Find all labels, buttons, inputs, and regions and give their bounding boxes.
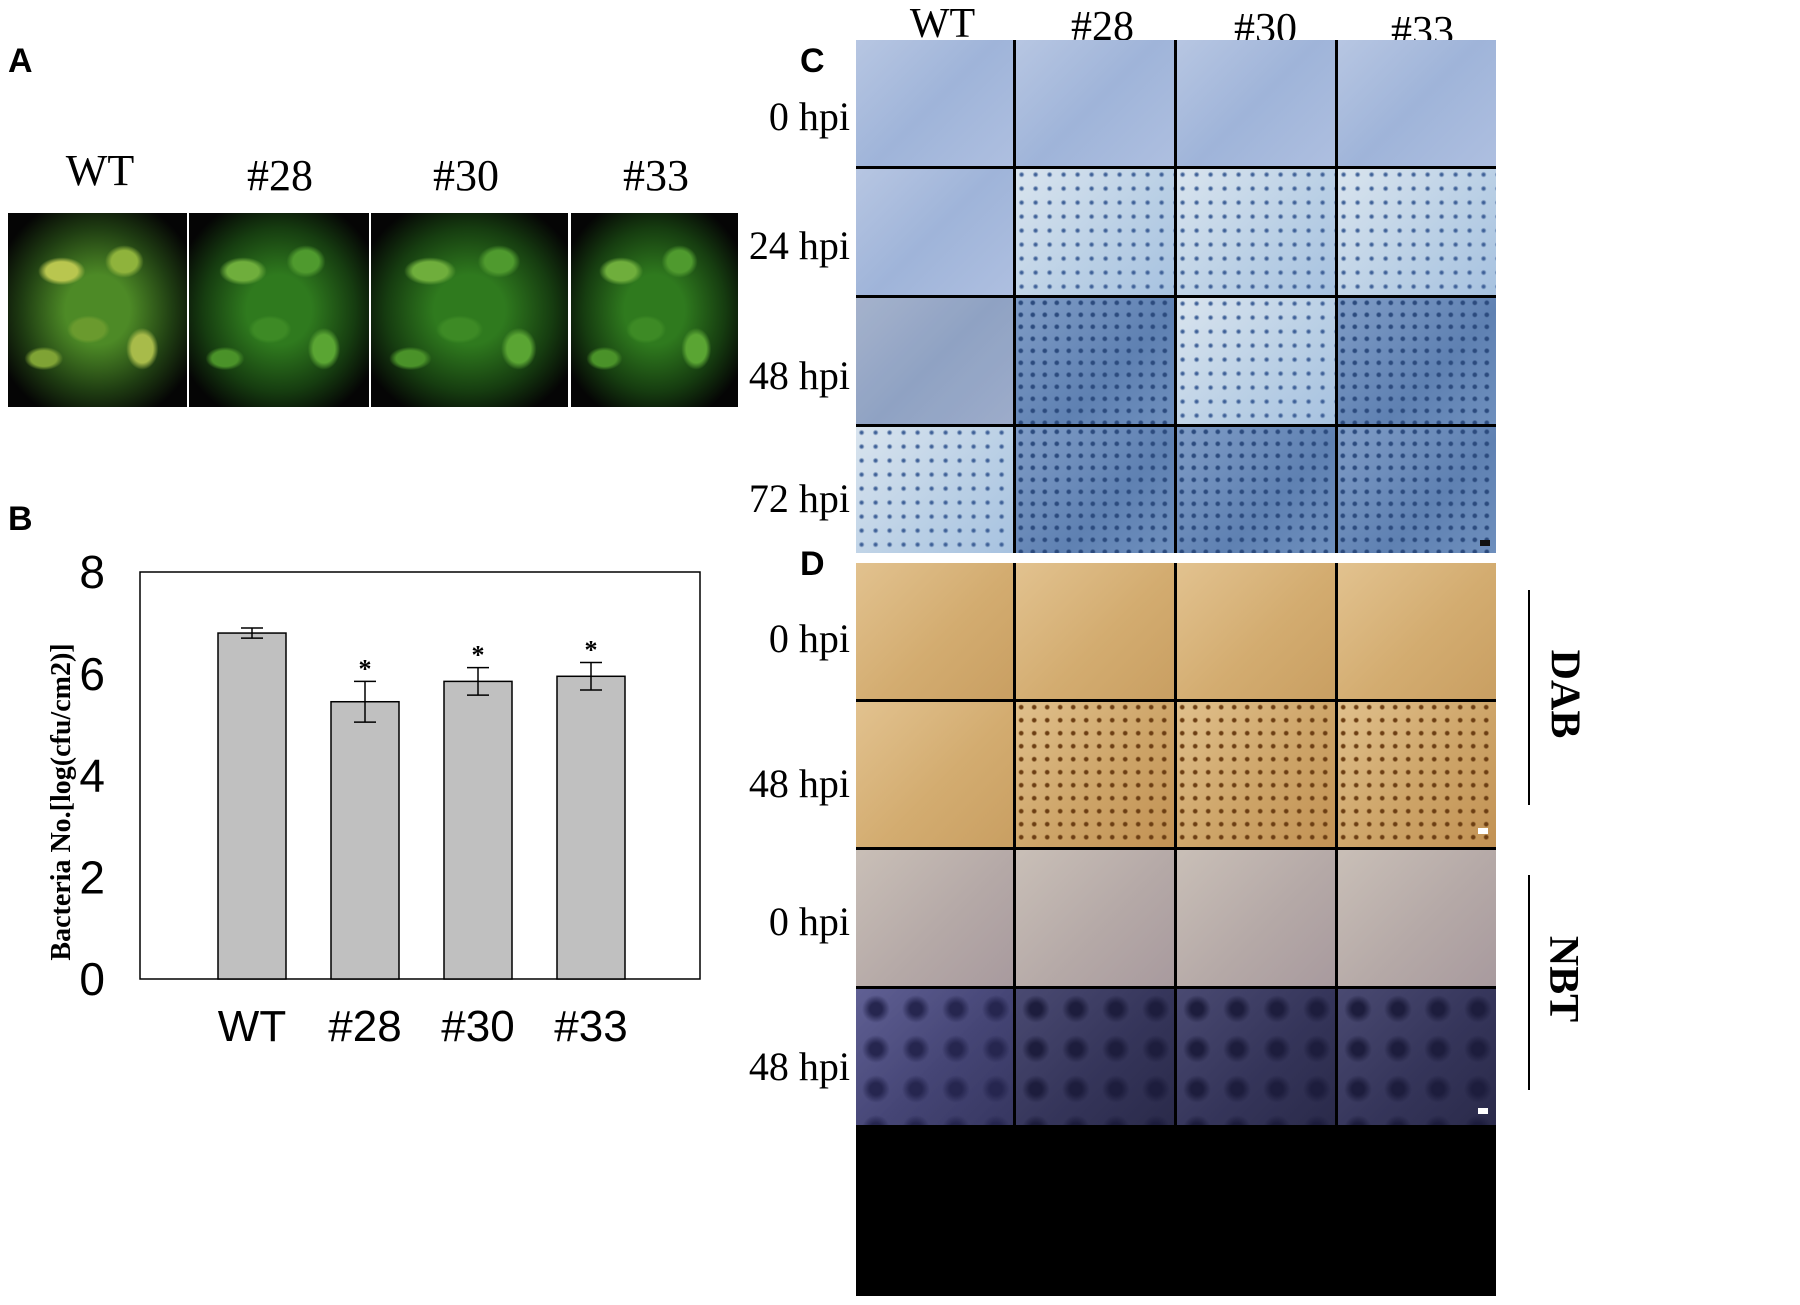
panel-c-grid (856, 40, 1496, 553)
y-tick-label: 4 (79, 750, 105, 802)
tile-c-wt-24 (856, 169, 1013, 295)
tile-c-28-0 (1016, 40, 1174, 166)
tile-c-wt-72 (856, 427, 1013, 553)
tile-d-nbt-33-48 (1338, 989, 1496, 1125)
panel-letter-b: B (8, 500, 33, 538)
tile-c-30-0 (1177, 40, 1335, 166)
panel-c-row-label-48: 48 hpi (748, 353, 850, 398)
tile-c-30-24 (1177, 169, 1335, 295)
tile-d-nbt-28-48 (1016, 989, 1174, 1125)
scale-bar-d-nbt (1478, 1108, 1488, 1114)
tile-d-dab-wt-48 (856, 702, 1013, 847)
plant-photo-30 (371, 213, 568, 407)
panel-d-row-label-dab-0: 0 hpi (768, 616, 850, 661)
tile-c-33-24 (1338, 169, 1496, 295)
panel-d-row-label-nbt-0: 0 hpi (768, 899, 850, 944)
panel-c-row-label-0: 0 hpi (768, 94, 850, 139)
x-tick-label: #28 (328, 1002, 401, 1051)
dab-bracket (1528, 590, 1530, 805)
y-tick-label: 2 (79, 851, 105, 903)
tile-d-nbt-30-0 (1177, 850, 1335, 986)
tile-c-28-48 (1016, 298, 1174, 424)
panel-a-label-wt: WT (65, 146, 135, 195)
stain-label-dab: DAB (1541, 649, 1588, 739)
y-tick-label: 8 (79, 546, 105, 598)
tile-c-33-0 (1338, 40, 1496, 166)
tile-c-33-48 (1338, 298, 1496, 424)
tile-c-28-24 (1016, 169, 1174, 295)
x-tick-label: WT (218, 1002, 286, 1051)
panel-letter-c: C (800, 42, 825, 80)
panel-a-label-30: #30 (433, 151, 499, 200)
panel-d-row-label-nbt-48: 48 hpi (748, 1044, 850, 1089)
tile-c-28-72 (1016, 427, 1174, 553)
scale-bar-c (1480, 540, 1490, 546)
tile-d-nbt-30-48 (1177, 989, 1335, 1125)
plant-photo-28 (189, 213, 369, 407)
y-axis-label: Bacteria No.[log(cfu/cm2)] (46, 643, 77, 960)
y-tick-label: 6 (79, 648, 105, 700)
tile-d-dab-30-0 (1177, 563, 1335, 699)
nbt-bracket (1528, 875, 1530, 1090)
tile-c-wt-0 (856, 40, 1013, 166)
bar (330, 700, 400, 980)
x-tick-label: #33 (554, 1002, 627, 1051)
panel-letter-a: A (8, 42, 33, 80)
significance-mark: * (585, 636, 598, 665)
tile-d-nbt-wt-0 (856, 850, 1013, 986)
tile-d-dab-wt-0 (856, 563, 1013, 699)
tile-d-dab-28-0 (1016, 563, 1174, 699)
panel-letter-d: D (800, 545, 825, 583)
tile-c-33-72 (1338, 427, 1496, 553)
tile-d-dab-30-48 (1177, 702, 1335, 847)
plant-photo-wt (8, 213, 187, 407)
panel-a-label-28: #28 (247, 151, 313, 200)
bar (443, 680, 513, 980)
scale-bar-d-dab (1478, 828, 1488, 834)
tile-d-dab-28-48 (1016, 702, 1174, 847)
panel-c-label-wt: WT (909, 1, 976, 47)
significance-mark: * (359, 654, 372, 683)
tile-d-nbt-33-0 (1338, 850, 1496, 986)
bar-chart: Bacteria No.[log(cfu/cm2)] 0 2 4 6 8 * * * WT #… (46, 546, 701, 1051)
tile-c-wt-48 (856, 298, 1013, 424)
tile-d-dab-33-0 (1338, 563, 1496, 699)
panel-d-grid (856, 563, 1496, 1296)
stain-label-nbt: NBT (1540, 935, 1587, 1023)
tile-c-30-48 (1177, 298, 1335, 424)
significance-mark: * (472, 641, 485, 670)
bar (217, 632, 287, 980)
panel-c-row-label-72: 72 hpi (748, 476, 850, 521)
panel-d-row-label-dab-48: 48 hpi (748, 761, 850, 806)
y-tick-label: 0 (79, 953, 105, 1005)
plant-photo-33 (571, 213, 738, 407)
tile-d-nbt-28-0 (1016, 850, 1174, 986)
tile-d-dab-33-48 (1338, 702, 1496, 847)
panel-a-label-33: #33 (623, 151, 689, 200)
bar (556, 675, 626, 980)
tile-c-30-72 (1177, 427, 1335, 553)
tile-d-nbt-wt-48 (856, 989, 1013, 1125)
x-tick-label: #30 (441, 1002, 514, 1051)
panel-c-row-label-24: 24 hpi (748, 223, 850, 268)
